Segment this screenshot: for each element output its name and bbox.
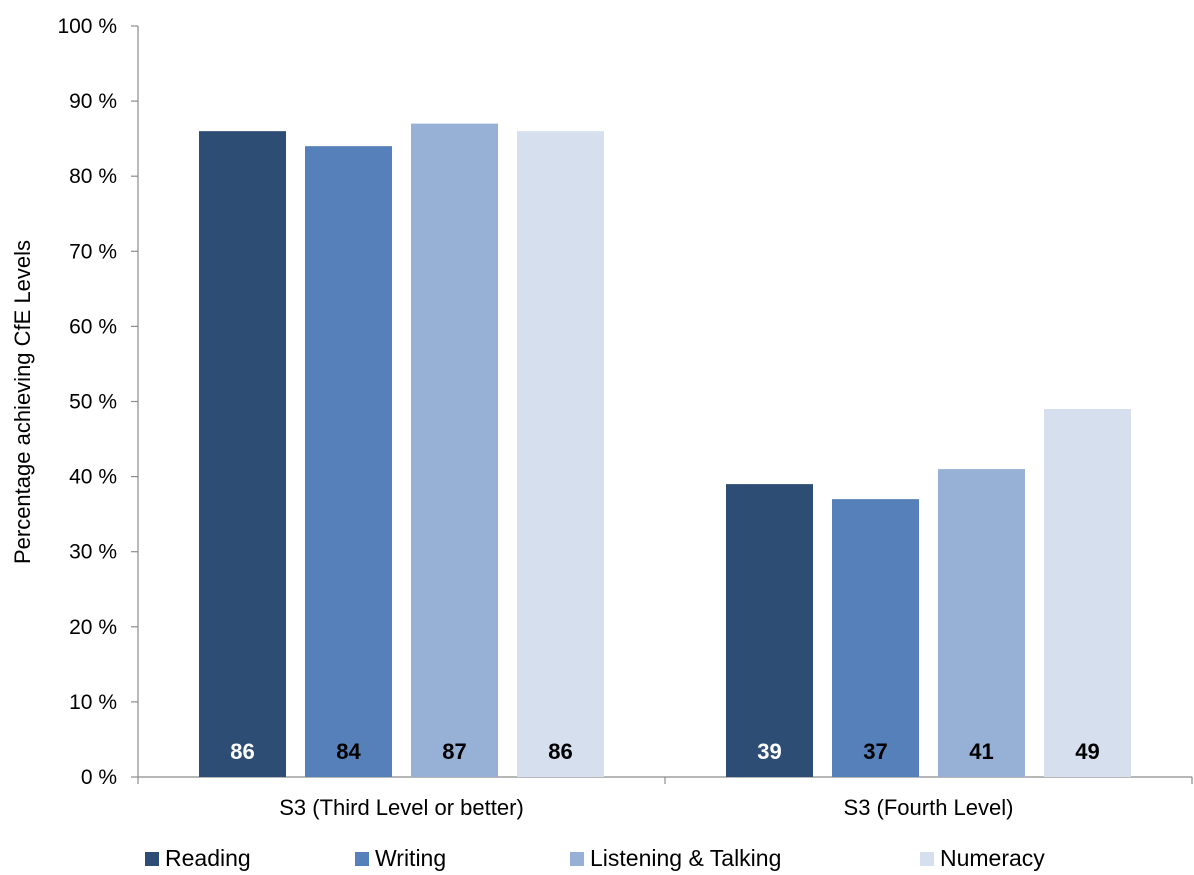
y-tick-label: 40 % bbox=[69, 466, 117, 489]
y-tick-label: 10 % bbox=[69, 691, 117, 714]
data-label: 86 bbox=[230, 739, 254, 764]
y-tick-label: 70 % bbox=[69, 240, 117, 263]
data-label: 39 bbox=[757, 739, 781, 764]
x-category-label: S3 (Third Level or better) bbox=[279, 795, 524, 820]
legend-label: Numeracy bbox=[940, 845, 1045, 871]
data-label: 37 bbox=[863, 739, 887, 764]
bars bbox=[199, 123, 1131, 777]
bar-writing-2 bbox=[832, 499, 919, 777]
y-tick-label: 60 % bbox=[69, 315, 117, 338]
data-label: 84 bbox=[336, 739, 361, 764]
data-label: 41 bbox=[969, 739, 993, 764]
legend-label: Reading bbox=[165, 845, 251, 871]
legend-item: Writing bbox=[355, 845, 446, 871]
bar-numeracy-2 bbox=[1044, 409, 1131, 777]
x-category-label: S3 (Fourth Level) bbox=[844, 795, 1014, 820]
legend-item: Numeracy bbox=[920, 845, 1045, 871]
bar-reading-1 bbox=[199, 131, 286, 777]
legend-swatch bbox=[145, 852, 159, 866]
y-tick-label: 0 % bbox=[81, 766, 117, 789]
bar-writing-1 bbox=[305, 146, 392, 777]
legend: Reading Writing Listening & Talking Numerac… bbox=[145, 845, 1045, 871]
legend-label: Listening & Talking bbox=[590, 845, 781, 871]
y-tick-label: 50 % bbox=[69, 391, 117, 414]
legend-label: Writing bbox=[375, 845, 446, 871]
y-tick-label: 30 % bbox=[69, 541, 117, 564]
bar-listening-talking-2 bbox=[938, 469, 1025, 777]
legend-swatch bbox=[355, 852, 369, 866]
y-tick-label: 100 % bbox=[57, 15, 117, 38]
y-tick-label: 90 % bbox=[69, 90, 117, 113]
data-label: 86 bbox=[548, 739, 572, 764]
y-tick-label: 80 % bbox=[69, 165, 117, 188]
legend-swatch bbox=[570, 852, 584, 866]
data-label: 49 bbox=[1075, 739, 1099, 764]
data-labels: 86 84 87 86 39 37 41 49 bbox=[230, 739, 1099, 764]
bar-reading-2 bbox=[726, 484, 813, 777]
y-tick-label: 20 % bbox=[69, 616, 117, 639]
legend-item: Reading bbox=[145, 845, 251, 871]
legend-item: Listening & Talking bbox=[570, 845, 781, 871]
axes: 0 % 10 % 20 % 30 % 40 % 50 % 60 % 70 % 80 % 90 % 1… bbox=[57, 15, 1193, 820]
bar-numeracy-1 bbox=[517, 131, 604, 777]
data-label: 87 bbox=[442, 739, 466, 764]
bar-listening-talking-1 bbox=[411, 123, 498, 777]
y-axis-title: Percentage achieving CfE Levels bbox=[10, 240, 35, 564]
legend-swatch bbox=[920, 852, 934, 866]
